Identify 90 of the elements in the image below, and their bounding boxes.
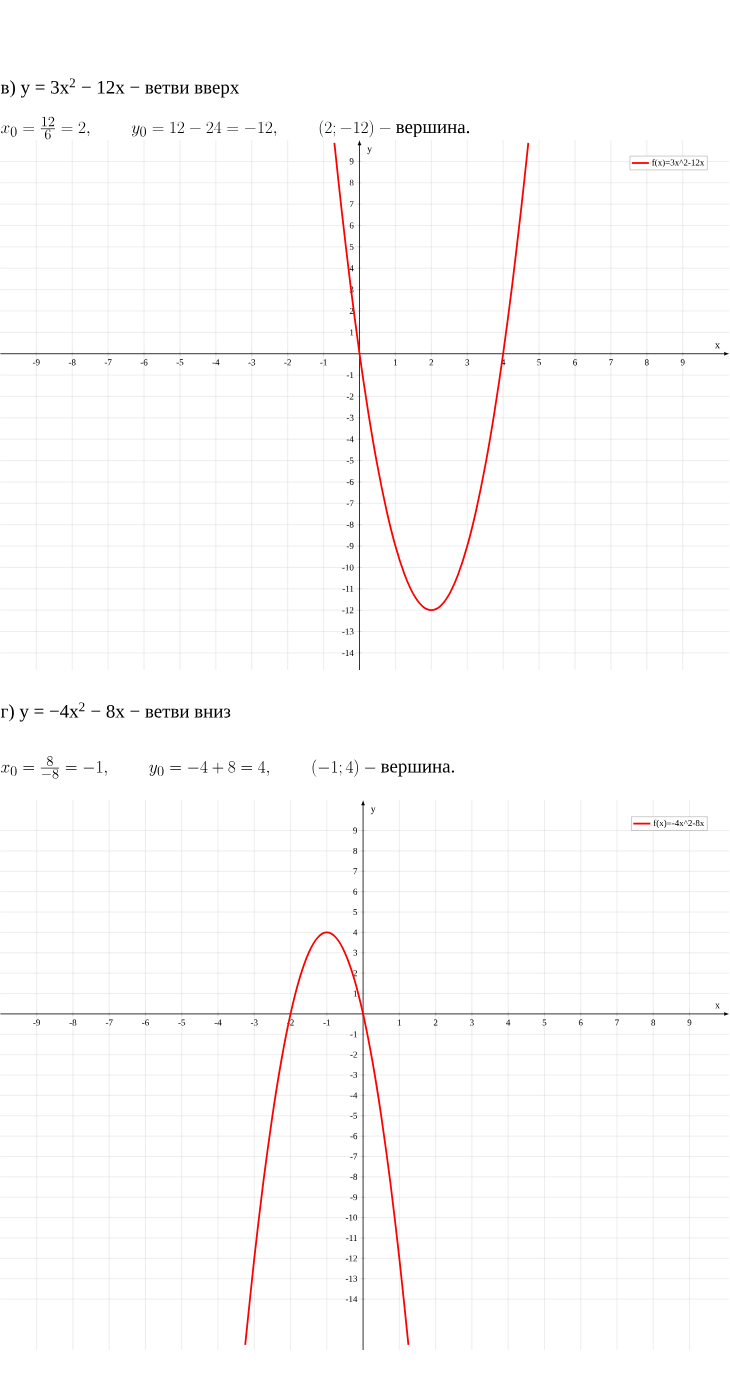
- x-tick-label: -6: [140, 359, 148, 366]
- x-tick-label: -9: [33, 1019, 41, 1026]
- y-tick-label: -12: [345, 1255, 358, 1262]
- x-tick-label: 3: [470, 1019, 474, 1026]
- x-tick-label: -2: [284, 359, 292, 366]
- y-tick-label: -6: [350, 1133, 358, 1140]
- y-tick-label: -13: [342, 628, 354, 635]
- y-tick-label: -8: [350, 1173, 358, 1180]
- y-tick-label: 8: [349, 179, 354, 186]
- x-tick-label: -7: [104, 359, 112, 366]
- y-tick-label: 5: [349, 243, 354, 250]
- x-tick-label: -9: [33, 359, 40, 366]
- y-tick-label: -3: [346, 414, 354, 421]
- y-tick-label: -2: [346, 393, 354, 400]
- y-tick-label: -5: [350, 1112, 358, 1119]
- y-tick-label: 1: [353, 990, 358, 997]
- x-tick-label: 2: [433, 1019, 438, 1026]
- x-tick-label: 8: [645, 359, 649, 366]
- x-tick-label: -8: [68, 359, 76, 366]
- y-tick-label: 9: [353, 827, 358, 834]
- y-tick-label: 9: [349, 158, 354, 165]
- x-tick-label: 6: [573, 359, 578, 366]
- y-tick-label: -3: [350, 1072, 358, 1079]
- x-tick-label: -7: [105, 1019, 113, 1026]
- y-tick-label: 3: [353, 949, 358, 956]
- y-tick-label: -14: [345, 1296, 358, 1303]
- line-series: [333, 141, 530, 612]
- y-tick-label: -7: [346, 500, 354, 507]
- y-axis-title: y: [370, 807, 376, 815]
- y-tick-label: 4: [353, 929, 358, 936]
- y-tick-label: -1: [350, 1031, 358, 1038]
- y-tick-label: -10: [342, 564, 354, 571]
- y-tick-label: 7: [353, 868, 358, 875]
- y-tick-label: -12: [342, 607, 354, 614]
- x-axis-title: x: [715, 343, 720, 349]
- x-tick-label: -3: [250, 1019, 258, 1026]
- y-tick-label: 8: [353, 847, 358, 854]
- y-tick-label: -9: [346, 543, 354, 550]
- x-tick-label: 5: [542, 1019, 547, 1026]
- y-tick-label: -13: [345, 1275, 358, 1282]
- x-tick-label: 5: [537, 359, 542, 366]
- y-tick-label: -9: [350, 1194, 358, 1201]
- x-tick-label: -4: [212, 359, 220, 366]
- y-tick-label: 7: [350, 201, 354, 208]
- y-tick-label: -1: [346, 372, 354, 379]
- x-axis-title: x: [715, 1003, 720, 1009]
- x-tick-label: -5: [178, 1019, 186, 1026]
- y-tick-label: -4: [350, 1092, 358, 1099]
- y-tick-label: 6: [349, 222, 354, 229]
- y-tick-label: -2: [350, 1051, 358, 1058]
- y-tick-label: -4: [346, 436, 354, 443]
- y-tick-label: -10: [345, 1214, 358, 1221]
- y-tick-label: -8: [346, 521, 354, 528]
- y-tick-label: -7: [350, 1153, 358, 1160]
- x-tick-label: -1: [323, 1019, 331, 1026]
- x-tick-label: -1: [320, 359, 327, 366]
- x-tick-label: 1: [394, 359, 398, 366]
- x-tick-label: 8: [651, 1019, 656, 1026]
- y-tick-label: -11: [346, 1235, 358, 1241]
- x-tick-label: -5: [176, 359, 184, 366]
- y-tick-label: 6: [353, 888, 358, 895]
- x-tick-label: -3: [248, 359, 256, 366]
- x-tick-label: -4: [214, 1019, 222, 1026]
- chart-subtitle: $x_0=\frac{12}{6}=2,\qquad y_0=12-24=-12,\qquad (2;-12)-\text{вершина.}$: [1, 116, 470, 140]
- x-tick-label: 6: [578, 1019, 583, 1026]
- x-tick-label: 1: [397, 1019, 402, 1026]
- x-tick-label: 4: [506, 1019, 511, 1026]
- chart-title: г) y = −4x$^{2}$ − 8x − ветви вниз: [1, 702, 231, 722]
- y-tick-label: -5: [346, 457, 354, 464]
- x-tick-label: 7: [615, 1019, 620, 1026]
- y-tick-label: 2: [349, 308, 354, 314]
- line-series: [244, 931, 410, 1346]
- x-tick-label: 2: [429, 359, 434, 366]
- x-tick-label: 9: [680, 359, 685, 366]
- x-tick-label: -8: [69, 1019, 77, 1026]
- legend-label: f(x)=-4x^2-8x: [653, 819, 705, 828]
- y-tick-label: 5: [353, 909, 358, 916]
- y-axis-title: y: [367, 147, 373, 155]
- legend-label: f(x)=3x^2-12x: [652, 159, 705, 168]
- x-tick-label: 3: [465, 359, 470, 366]
- chart-title: в) y = 3x$^{2}$ − 12x − ветви вверх: [1, 78, 240, 98]
- x-tick-label: 9: [687, 1019, 692, 1026]
- y-tick-label: -14: [342, 649, 354, 656]
- x-tick-label: -6: [142, 1019, 150, 1026]
- y-tick-label: -11: [342, 585, 354, 592]
- y-tick-label: -6: [346, 478, 354, 485]
- chart-subtitle: $x_0=\frac{8}{-8}=-1,\qquad y_0=-4+8=4,\qquad (-1;4)-\text{вершина.}$: [1, 756, 455, 779]
- y-tick-label: 1: [350, 329, 354, 336]
- y-tick-label: 4: [349, 265, 354, 272]
- x-tick-label: 7: [609, 359, 613, 366]
